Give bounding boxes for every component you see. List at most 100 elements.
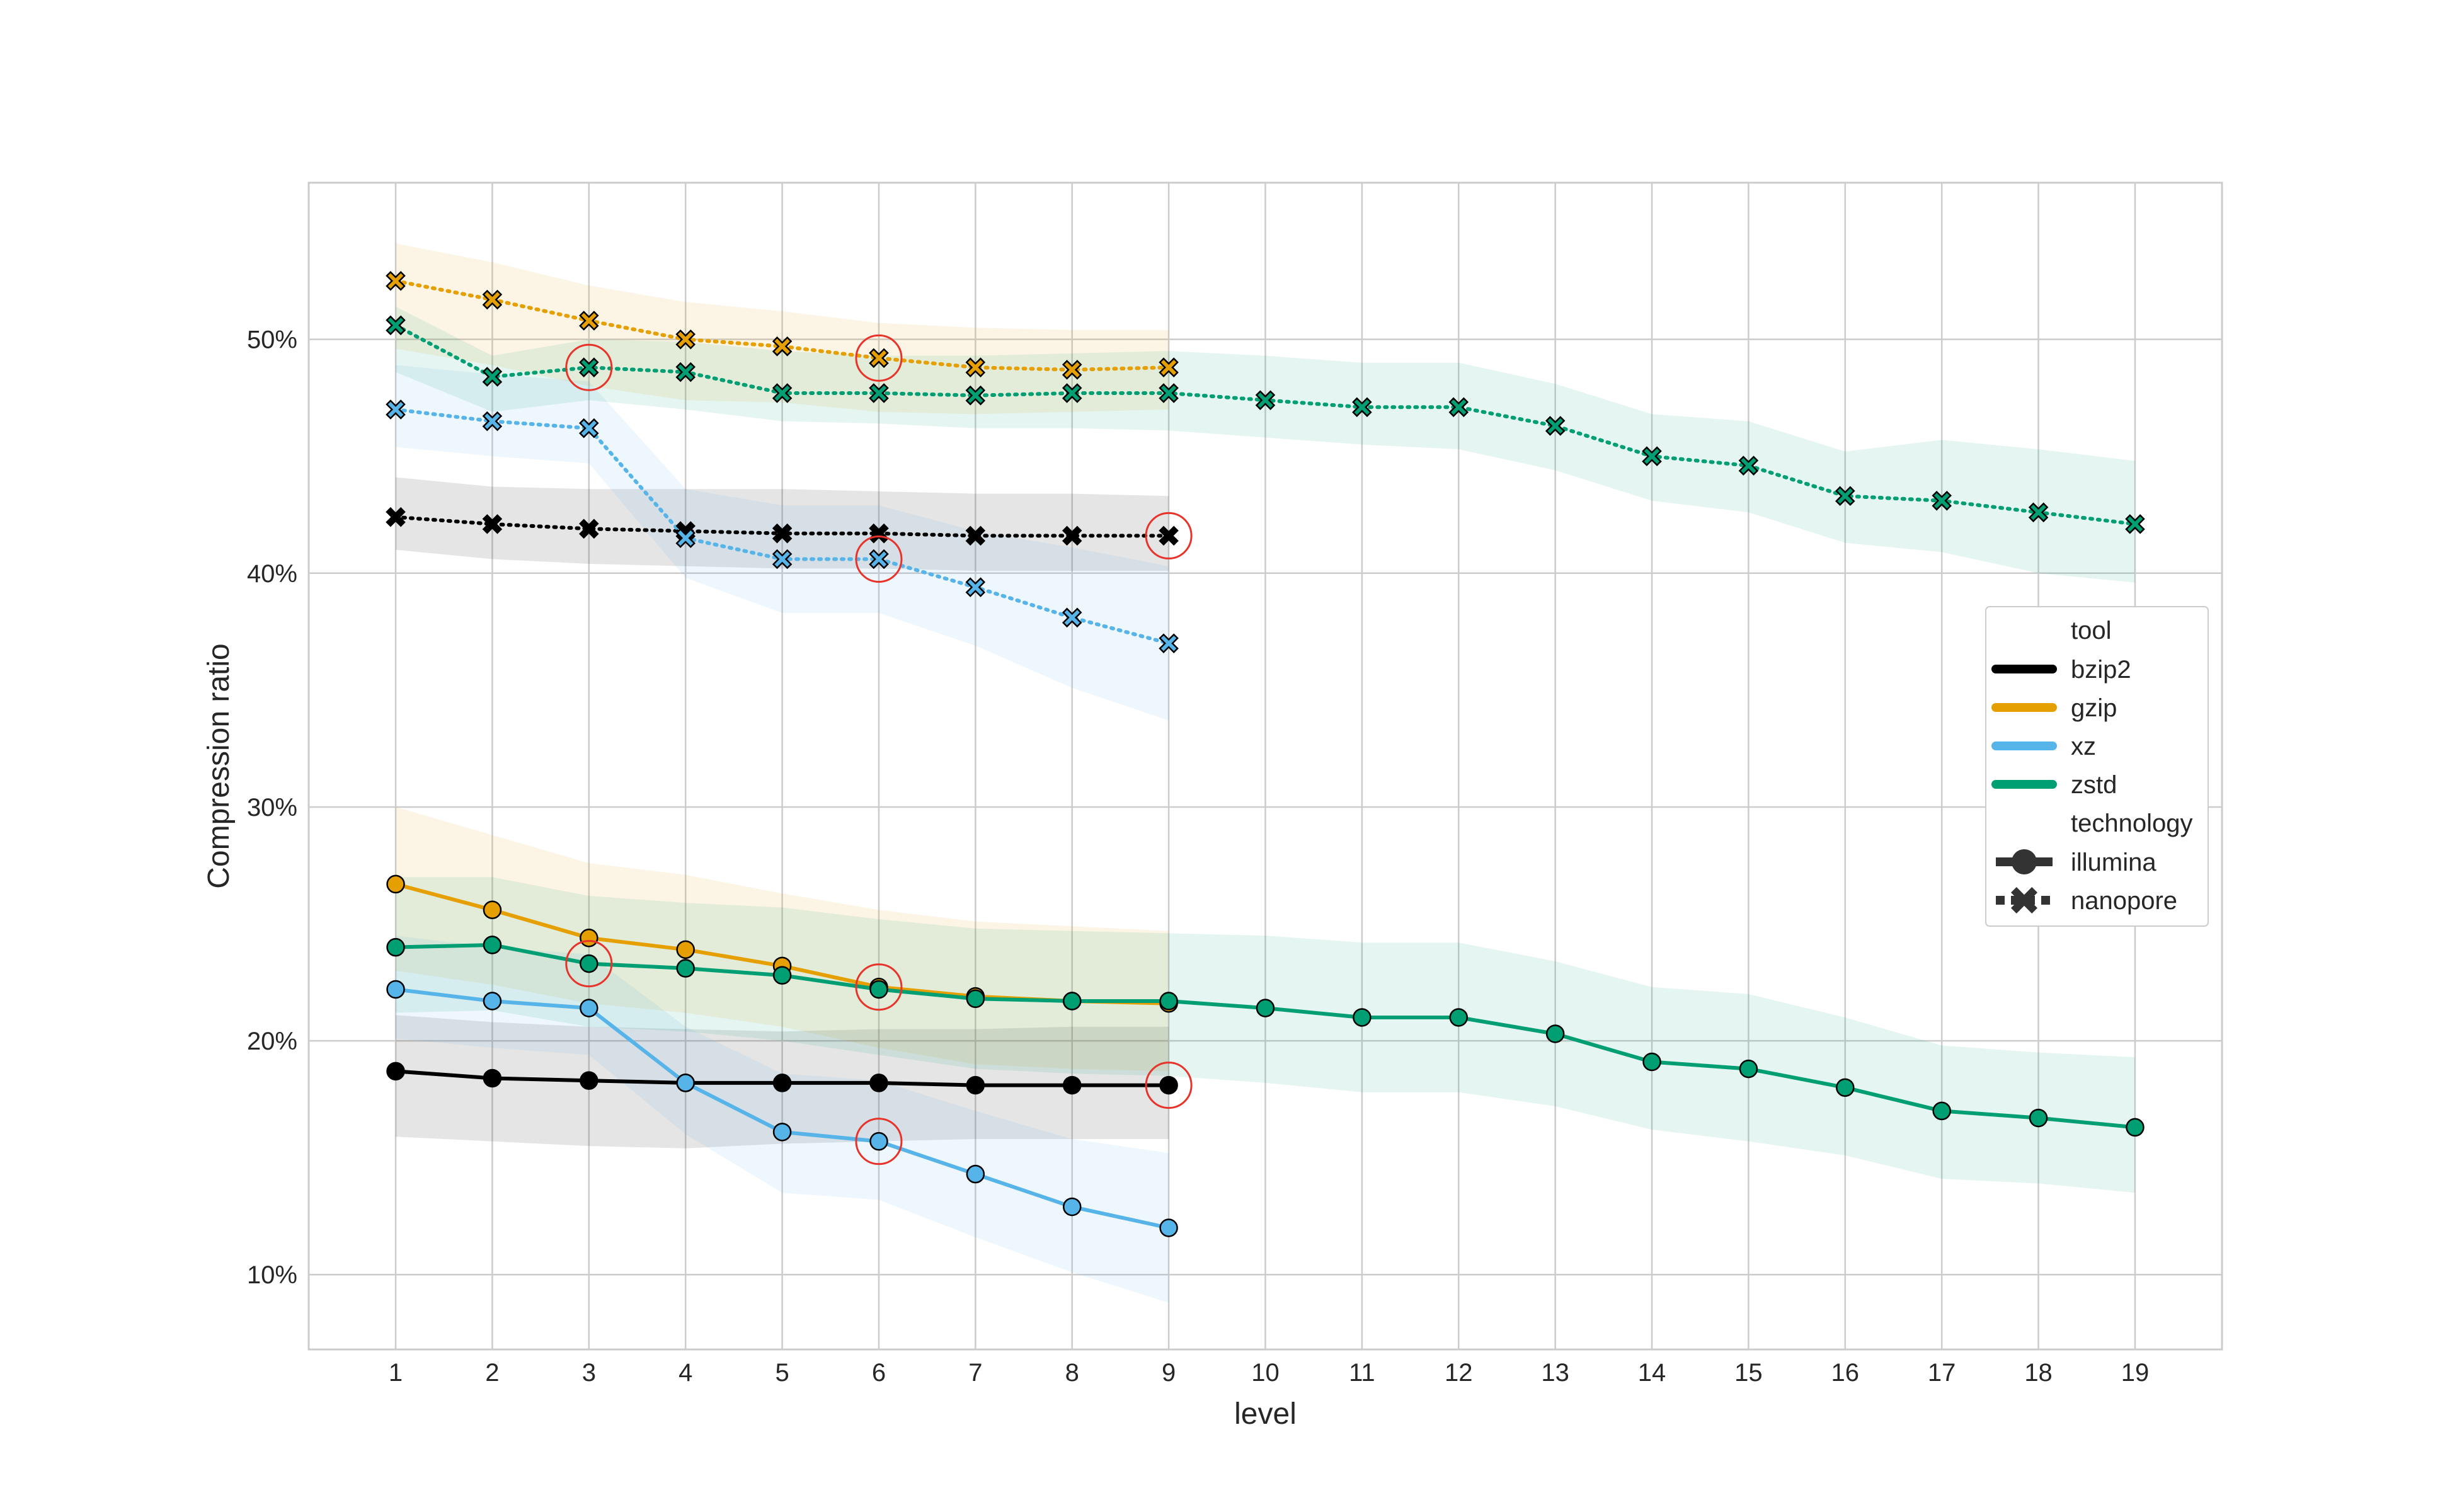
point-zstd-illumina	[483, 936, 502, 954]
point-zstd-illumina	[2126, 1118, 2145, 1137]
point-zstd-illumina	[1739, 1059, 1758, 1079]
point-xz-nanopore	[1062, 607, 1082, 628]
legend: tool technology bzip2 gzip xz zstd illumina n…	[1985, 606, 2209, 927]
legend-label-xz: xz	[2071, 733, 2096, 760]
highlight-ring-zstd-nanopore	[565, 343, 613, 391]
point-gzip-illumina	[676, 940, 695, 959]
point-xz-nanopore	[675, 528, 696, 548]
point-zstd-nanopore	[869, 383, 889, 403]
point-zstd-illumina	[1256, 999, 1275, 1017]
band-xz-nanopore	[396, 365, 1169, 721]
legend-x-marker-icon	[2011, 887, 2037, 914]
point-xz-illumina	[580, 999, 598, 1017]
point-zstd-illumina	[1062, 992, 1082, 1011]
x-tick-label: 2	[485, 1359, 499, 1387]
point-xz-illumina	[1159, 1218, 1178, 1237]
point-gzip-illumina	[580, 929, 598, 948]
band-bzip2-nanopore	[396, 477, 1169, 571]
point-zstd-illumina	[1932, 1101, 1951, 1121]
point-xz-nanopore	[482, 411, 503, 432]
point-gzip-nanopore	[772, 336, 793, 357]
point-zstd-nanopore	[675, 362, 696, 382]
y-tick-label: 20%	[247, 1028, 297, 1055]
x-tick-label: 15	[1734, 1359, 1763, 1387]
legend-entries: bzip2 gzip xz zstd illumina nanopore	[1991, 656, 2177, 915]
point-zstd-illumina	[580, 954, 598, 973]
y-tick-label: 30%	[247, 794, 297, 822]
highlight-ring-bzip2-illumina	[1145, 1062, 1193, 1109]
point-xz-illumina	[676, 1074, 695, 1092]
x-tick-label: 16	[1831, 1359, 1860, 1387]
point-zstd-nanopore	[1932, 491, 1952, 511]
point-bzip2-illumina	[483, 1068, 502, 1088]
point-gzip-nanopore	[675, 329, 696, 350]
point-gzip-nanopore	[386, 271, 406, 291]
point-gzip-nanopore	[1159, 357, 1179, 377]
x-tick-label: 7	[968, 1359, 982, 1387]
point-zstd-illumina	[1545, 1024, 1565, 1043]
point-xz-illumina	[1062, 1197, 1082, 1217]
point-xz-nanopore	[869, 549, 889, 570]
point-zstd-nanopore	[965, 385, 986, 406]
point-bzip2-illumina	[1159, 1075, 1178, 1095]
highlight-ring-bzip2-nanopore	[1145, 512, 1193, 559]
series-markers	[386, 271, 2145, 1237]
plot-frame	[307, 181, 2223, 1351]
point-xz-nanopore	[965, 577, 986, 597]
x-tick-label: 18	[2024, 1359, 2053, 1387]
point-bzip2-nanopore	[1062, 525, 1082, 546]
point-xz-illumina	[483, 992, 502, 1011]
point-gzip-nanopore	[1062, 360, 1082, 380]
point-bzip2-nanopore	[965, 525, 986, 546]
point-bzip2-illumina	[772, 1074, 792, 1092]
x-axis-label: level	[1234, 1397, 1297, 1431]
x-tick-label: 3	[582, 1359, 596, 1387]
highlight-ring-zstd-illumina	[565, 940, 613, 988]
point-xz-nanopore	[772, 549, 793, 570]
x-tick-label: 10	[1251, 1359, 1280, 1387]
point-gzip-nanopore	[579, 311, 599, 331]
point-xz-nanopore	[386, 399, 406, 420]
band-xz-illumina	[396, 936, 1169, 1303]
point-zstd-nanopore	[386, 315, 406, 336]
point-zstd-nanopore	[1062, 383, 1082, 403]
legend-title-tool: tool	[2071, 617, 2112, 644]
x-tick-label: 1	[389, 1359, 403, 1387]
legend-label-bzip2: bzip2	[2071, 656, 2131, 684]
legend-label-zstd: zstd	[2071, 771, 2117, 799]
point-gzip-nanopore	[482, 289, 503, 310]
legend-label-gzip: gzip	[2071, 694, 2117, 722]
legend-label-illumina: illumina	[2071, 849, 2156, 876]
highlight-ring-xz-illumina	[855, 1118, 903, 1166]
y-tick-label: 40%	[247, 560, 297, 588]
point-zstd-nanopore	[2028, 502, 2049, 523]
x-tick-label: 11	[1349, 1359, 1375, 1387]
point-bzip2-nanopore	[772, 523, 793, 544]
point-zstd-nanopore	[1255, 390, 1276, 410]
point-gzip-nanopore	[965, 357, 986, 377]
y-tick-label: 50%	[247, 326, 297, 354]
x-tick-label: 17	[1928, 1359, 1956, 1387]
x-tick-label: 14	[1638, 1359, 1666, 1387]
band-zstd-illumina	[396, 877, 2135, 1193]
y-axis-label: Compression ratio	[202, 643, 236, 888]
x-tick-label: 19	[2121, 1359, 2150, 1387]
point-zstd-illumina	[966, 989, 985, 1009]
point-zstd-nanopore	[1448, 397, 1469, 418]
point-gzip-illumina	[483, 900, 502, 920]
x-tick-label: 6	[872, 1359, 886, 1387]
x-tick-label: 13	[1541, 1359, 1569, 1387]
highlight-ring-gzip-nanopore	[855, 334, 903, 382]
x-tick-label: 9	[1162, 1359, 1176, 1387]
point-zstd-nanopore	[1738, 455, 1759, 476]
grid-layer	[309, 183, 2222, 1349]
point-xz-nanopore	[579, 418, 599, 438]
x-tick-label: 5	[775, 1359, 789, 1387]
x-tick-label: 4	[679, 1359, 692, 1387]
point-zstd-nanopore	[579, 357, 599, 377]
point-xz-nanopore	[1159, 633, 1179, 653]
point-gzip-illumina	[386, 874, 405, 894]
legend-label-nanopore: nanopore	[2071, 887, 2177, 915]
point-bzip2-nanopore	[386, 507, 406, 527]
point-bzip2-illumina	[1062, 1075, 1082, 1095]
